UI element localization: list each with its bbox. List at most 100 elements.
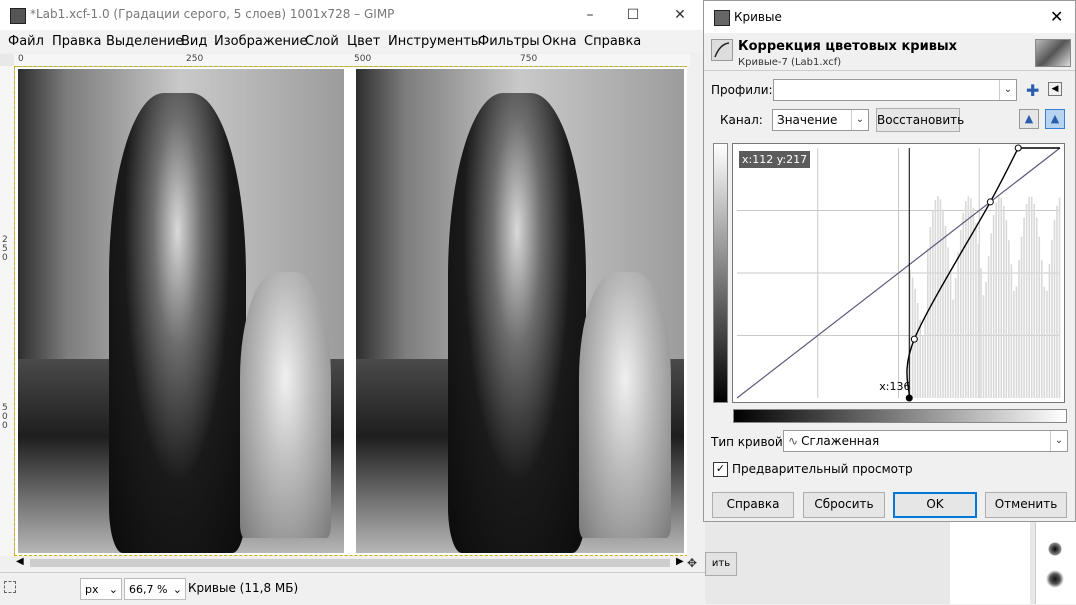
minimize-icon[interactable]: – [586, 7, 594, 23]
histogram-bar [949, 272, 952, 398]
histogram-bar [1005, 220, 1008, 398]
curve-graph[interactable]: x:136 [732, 143, 1065, 403]
dialog-header-title: Коррекция цветовых кривых [738, 39, 958, 54]
ruler-tick-label: 0 [18, 54, 24, 64]
histogram-bar [967, 196, 970, 398]
maximize-icon[interactable]: ☐ [626, 7, 640, 23]
histogram-bar [1053, 220, 1056, 398]
menu-file[interactable]: Файл [8, 34, 44, 49]
menu-view[interactable]: Вид [181, 34, 208, 49]
close-icon[interactable]: ✕ [674, 7, 686, 23]
histogram-bar [1041, 260, 1043, 398]
chevron-down-icon: ⌄ [1050, 431, 1067, 451]
unit-select[interactable]: px ⌄ [80, 578, 122, 600]
preview-checkbox[interactable]: ✓ [713, 462, 728, 477]
navigate-icon[interactable]: ✥ [687, 556, 698, 570]
curve-control-point[interactable] [986, 198, 994, 206]
dialog-titlebar[interactable]: Кривые ✕ [704, 1, 1075, 33]
curve-line[interactable] [906, 147, 1060, 399]
cancel-button[interactable]: Отменить [985, 492, 1067, 518]
dock-list [950, 520, 1030, 604]
profiles-select[interactable]: ⌄ [773, 79, 1017, 101]
histogram-bar [962, 212, 965, 398]
histogram-bar [929, 226, 932, 398]
histogram-bar [932, 210, 934, 398]
menu-layer[interactable]: Слой [305, 34, 339, 49]
profile-menu-icon[interactable]: ◀ [1048, 82, 1062, 96]
menu-colors[interactable]: Цвет [347, 34, 381, 49]
dialog-header-subtitle: Кривые-7 (Lab1.xcf) [738, 57, 842, 68]
control-points[interactable] [905, 144, 1022, 402]
reset-channel-button[interactable]: Восстановить [876, 108, 964, 132]
image-layer-right [356, 69, 684, 553]
dock-panel: ить [705, 520, 1076, 604]
ruler-horizontal[interactable]: 0 250 500 750 [14, 54, 690, 67]
channel-select[interactable]: Значение ⌄ [772, 109, 869, 131]
chevron-down-icon: ⌄ [172, 583, 182, 596]
menu-windows[interactable]: Окна [542, 34, 577, 49]
pointer-toggle-icon[interactable] [4, 581, 16, 593]
histogram-bar [1018, 260, 1020, 398]
profiles-label: Профили: [711, 83, 773, 97]
brush-icon[interactable] [1048, 542, 1062, 556]
zoom-select[interactable]: 66,7 % ⌄ [124, 578, 186, 600]
menu-tools[interactable]: Инструменты [388, 34, 482, 49]
identity-line [736, 147, 1061, 399]
ok-button[interactable]: OK [893, 492, 977, 518]
brushes-panel [1035, 520, 1076, 604]
curve-control-point[interactable] [905, 394, 913, 402]
histogram-bar [987, 256, 990, 398]
curve-control-point[interactable] [1014, 144, 1022, 152]
histogram [909, 196, 1061, 398]
histogram-bar [909, 270, 911, 398]
dialog-title: Кривые [734, 10, 782, 24]
histogram-bar [944, 226, 947, 398]
reset-button[interactable]: Сбросить [803, 492, 885, 518]
chevron-down-icon: ⌄ [108, 583, 118, 596]
output-gradient-bar [713, 143, 728, 403]
histogram-bar [990, 233, 992, 398]
histogram-bar [1033, 204, 1035, 398]
scroll-left-icon[interactable]: ◀ [16, 556, 24, 567]
menu-edit[interactable]: Правка [52, 34, 102, 49]
histogram-bar [1015, 286, 1018, 398]
histogram-bar [977, 243, 980, 398]
add-profile-icon[interactable]: ✚ [1026, 81, 1040, 100]
histogram-bar [937, 196, 939, 398]
menu-filters[interactable]: Фильтры [478, 34, 540, 49]
histogram-bar [947, 247, 949, 398]
ruler-vertical[interactable]: 250 500 [0, 66, 15, 556]
histogram-bar [1046, 290, 1048, 398]
photo-seated-figure [239, 272, 331, 539]
curve-type-select[interactable]: ∿ Сглаженная ⌄ [783, 430, 1068, 452]
dock-button[interactable]: ить [705, 552, 737, 576]
menu-image[interactable]: Изображение [214, 34, 308, 49]
help-button[interactable]: Справка [712, 492, 794, 518]
histogram-bar [959, 230, 962, 398]
scrollbar-thumb[interactable] [30, 559, 670, 567]
histogram-bar [1035, 217, 1038, 398]
vertical-scrollbar[interactable] [687, 66, 701, 556]
histogram-bar [1043, 286, 1046, 398]
linear-histogram-icon[interactable]: ▲ [1019, 109, 1039, 129]
main-window-titlebar[interactable]: *Lab1.xcf-1.0 (Градации серого, 5 слоев)… [0, 0, 705, 30]
horizontal-scrollbar[interactable]: ◀ ▶ [14, 556, 690, 570]
menu-help[interactable]: Справка [584, 34, 642, 49]
curve-control-point[interactable] [910, 335, 918, 343]
ruler-tick-label: 500 [354, 54, 372, 64]
channel-label: Канал: [720, 113, 763, 127]
brush-icon[interactable] [1046, 570, 1064, 588]
log-histogram-icon[interactable]: ▲ [1045, 109, 1065, 129]
coords-readout: x:112 y:217 [739, 151, 811, 168]
image-canvas[interactable] [14, 66, 688, 556]
scroll-right-icon[interactable]: ▶ [676, 556, 684, 567]
histogram-bar [954, 277, 957, 398]
image-thumbnail [1035, 39, 1071, 67]
histogram-bar [970, 198, 972, 398]
menu-select[interactable]: Выделение [106, 34, 184, 49]
gimp-app-icon [10, 8, 26, 24]
photo-seated-figure [579, 272, 671, 539]
ruler-tick-label: 250 [2, 235, 8, 263]
histogram-bar [957, 252, 959, 398]
close-icon[interactable]: ✕ [1050, 7, 1064, 26]
